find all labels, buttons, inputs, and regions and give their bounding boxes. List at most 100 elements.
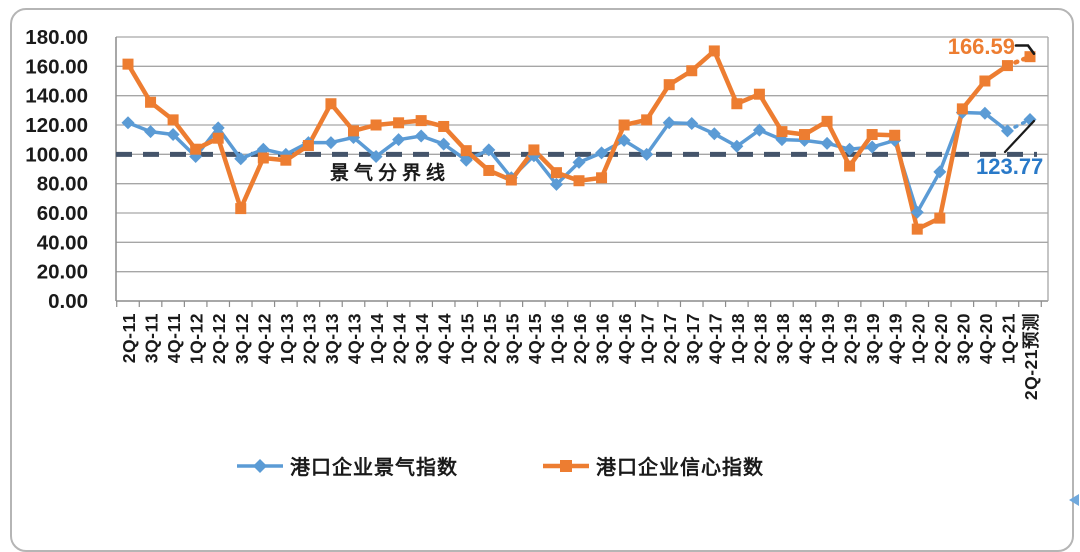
- confidence-annotation-callout-line: [1014, 44, 1036, 55]
- data-point-square: [212, 132, 224, 144]
- prosperity-annotation-callout-line: [1003, 119, 1036, 154]
- x-tick-label: 4Q-12: [254, 313, 274, 364]
- data-point-diamond: [662, 116, 676, 130]
- data-point-square: [934, 212, 946, 224]
- y-tick-label: 120.00: [25, 114, 88, 137]
- data-point-square: [550, 167, 562, 179]
- data-point-diamond: [437, 137, 451, 151]
- x-tick-label: 3Q-15: [502, 313, 522, 364]
- data-point-diamond: [752, 123, 766, 137]
- x-tick-label: 2Q-14: [390, 313, 410, 364]
- x-axis-labels: 2Q-11 3Q-11 4Q-11 1Q-12 2Q-12 3Q-12 4Q-12 1Q-13…: [119, 313, 1041, 400]
- data-point-diamond: [234, 152, 248, 166]
- x-tick-label: 4Q-17: [705, 313, 725, 364]
- data-point-square: [1024, 51, 1036, 63]
- x-tick-label: 4Q-20: [976, 313, 996, 364]
- data-point-square: [460, 145, 472, 157]
- x-tick-label: 4Q-19: [886, 313, 906, 364]
- x-tick-label: 3Q-14: [412, 313, 432, 364]
- x-tick-label: 3Q-16: [593, 313, 613, 364]
- data-point-diamond: [482, 143, 496, 157]
- data-point-square: [235, 203, 247, 215]
- data-point-square: [302, 140, 314, 152]
- annotation-prosperity-value: 123.77: [976, 154, 1044, 179]
- data-point-square: [505, 174, 517, 186]
- data-point-diamond: [730, 139, 744, 153]
- threshold-line-label: 景气分界线: [330, 163, 451, 184]
- data-point-diamond: [414, 129, 428, 143]
- y-tick-label: 60.00: [37, 202, 88, 225]
- x-tick-label: 2Q-13: [299, 313, 319, 364]
- data-point-square: [799, 129, 810, 141]
- data-point-diamond: [685, 117, 699, 131]
- confidence-series-markers: [122, 45, 1036, 235]
- data-point-square: [731, 98, 743, 110]
- data-point-square: [641, 114, 653, 126]
- data-point-diamond: [369, 150, 383, 164]
- data-point-square: [348, 125, 359, 137]
- data-point-square: [528, 144, 540, 156]
- data-point-diamond: [933, 165, 947, 179]
- x-tick-label: 1Q-16: [547, 313, 567, 364]
- scroll-indicator-triangle: [1069, 494, 1079, 506]
- data-point-square: [844, 160, 856, 172]
- axes: [115, 37, 1049, 307]
- x-tick-label: 4Q-16: [615, 313, 635, 364]
- x-tick-label: 2Q-15: [480, 313, 500, 364]
- x-tick-label: 3Q-17: [683, 313, 703, 364]
- data-point-square: [325, 98, 337, 110]
- data-point-diamond: [595, 146, 609, 160]
- data-point-square: [889, 129, 901, 141]
- data-point-square: [753, 88, 765, 100]
- data-point-diamond: [865, 140, 879, 154]
- data-point-square: [956, 103, 968, 115]
- legend-label-confidence: 港口企业信心指数: [596, 457, 764, 479]
- y-tick-label: 80.00: [37, 173, 88, 196]
- legend: 港口企业景气指数 港口企业信心指数: [0, 451, 1000, 480]
- data-point-square: [145, 96, 157, 108]
- y-tick-label: 160.00: [25, 55, 88, 78]
- x-tick-label: 4Q-15: [525, 313, 545, 364]
- x-tick-label: 1Q-21: [998, 313, 1018, 364]
- data-point-square: [708, 45, 720, 57]
- data-point-square: [1001, 60, 1013, 72]
- data-point-square: [573, 175, 585, 187]
- data-point-square: [686, 65, 698, 77]
- data-point-square: [979, 75, 991, 87]
- data-point-square: [776, 126, 788, 138]
- data-point-diamond: [121, 116, 135, 130]
- data-point-square: [190, 143, 202, 155]
- x-tick-label: 1Q-15: [457, 313, 477, 364]
- data-point-diamond: [640, 147, 654, 161]
- y-tick-label: 40.00: [37, 231, 88, 254]
- y-axis-labels: 180.00 160.00 140.00 120.00 100.00 80.00 60.00…: [25, 26, 88, 313]
- x-tick-label: 1Q-13: [277, 313, 297, 364]
- x-tick-label: 2Q-16: [570, 313, 590, 364]
- data-point-square: [821, 115, 833, 127]
- x-tick-label: 2Q-12: [209, 313, 229, 364]
- data-point-diamond: [256, 142, 270, 156]
- y-tick-label: 20.00: [37, 261, 88, 284]
- x-tick-label: 3Q-18: [773, 313, 793, 364]
- data-point-diamond: [144, 125, 158, 139]
- annotation-confidence-value: 166.59: [947, 34, 1015, 59]
- y-tick-label: 100.00: [25, 143, 88, 166]
- x-tick-label: 1Q-17: [638, 313, 658, 364]
- data-point-square: [618, 119, 630, 131]
- data-point-diamond: [910, 205, 924, 219]
- data-point-square: [596, 172, 608, 184]
- x-tick-label: 2Q-18: [750, 313, 770, 364]
- y-tick-label: 180.00: [25, 26, 88, 49]
- data-point-diamond: [392, 133, 406, 147]
- legend-label-prosperity: 港口企业景气指数: [290, 457, 458, 479]
- x-tick-label: 3Q-12: [232, 313, 252, 364]
- data-point-diamond: [324, 136, 338, 150]
- y-tick-label: 0.00: [48, 290, 88, 313]
- x-tick-label: 4Q-11: [164, 313, 184, 363]
- data-point-diamond: [549, 177, 563, 191]
- x-tick-label: 1Q-19: [818, 313, 838, 364]
- data-point-diamond: [1000, 124, 1014, 138]
- x-tick-label: 2Q-11: [119, 313, 139, 363]
- x-tick-label: 4Q-14: [435, 313, 455, 364]
- data-point-diamond: [166, 128, 180, 142]
